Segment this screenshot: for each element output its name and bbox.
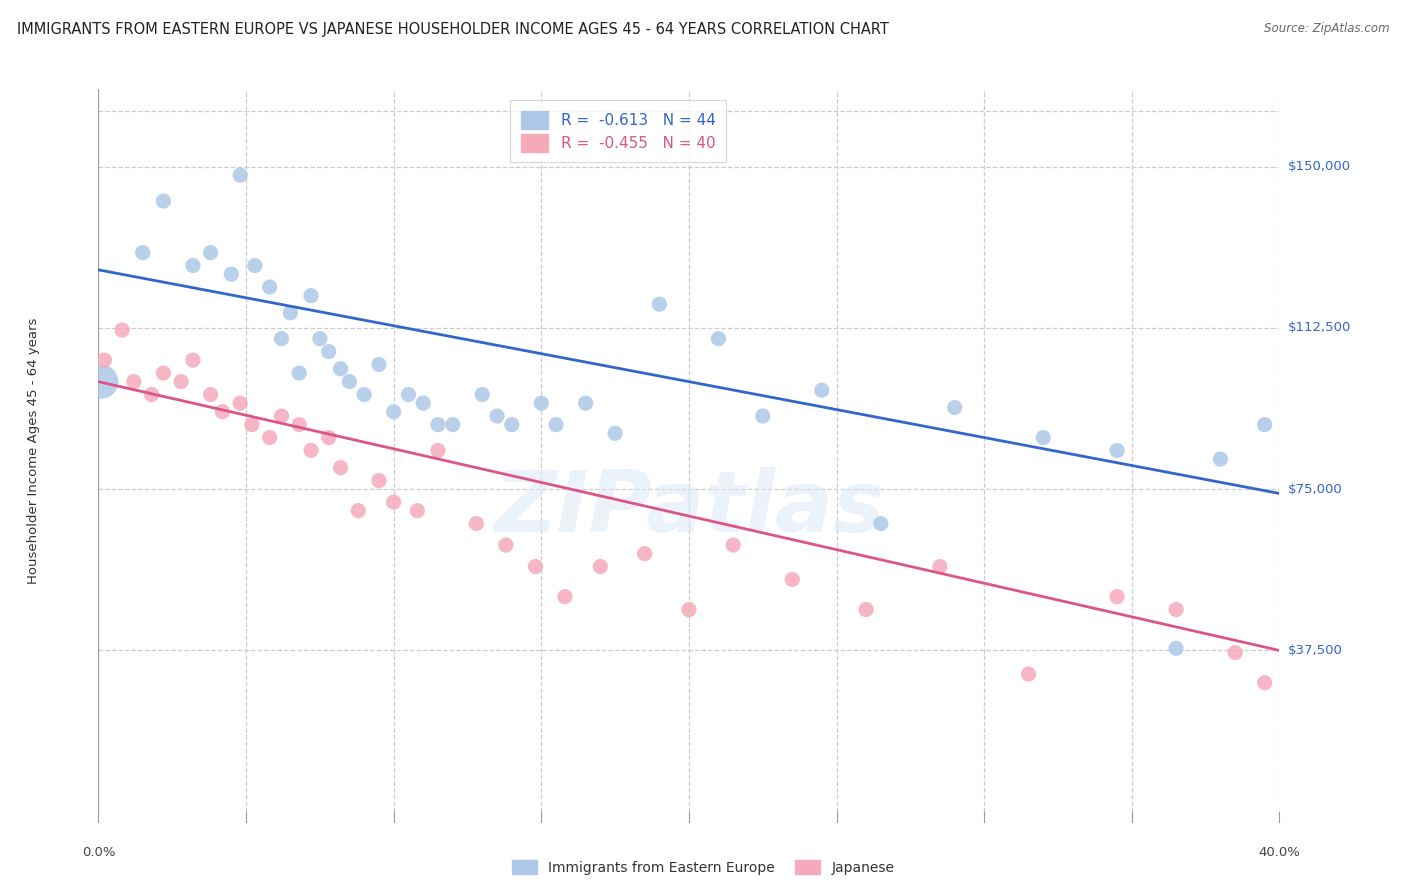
Point <box>170 375 193 389</box>
Point <box>678 602 700 616</box>
Point <box>288 366 311 380</box>
Point <box>382 495 405 509</box>
Point <box>211 405 233 419</box>
Point <box>353 387 375 401</box>
Point <box>427 443 450 458</box>
Point <box>605 426 627 441</box>
Point <box>929 559 952 574</box>
Point <box>465 516 488 531</box>
Point <box>1032 431 1054 445</box>
Point <box>152 194 174 208</box>
Point <box>288 417 311 432</box>
Point <box>870 516 893 531</box>
Point <box>546 417 568 432</box>
Point <box>200 387 222 401</box>
Point <box>141 387 163 401</box>
Point <box>634 547 657 561</box>
Point <box>309 332 332 346</box>
Point <box>329 460 352 475</box>
Point <box>122 375 145 389</box>
Point <box>752 409 775 423</box>
Point <box>441 417 464 432</box>
Point <box>1107 443 1129 458</box>
Point <box>200 245 222 260</box>
Point <box>501 417 523 432</box>
Point <box>707 332 730 346</box>
Point <box>90 375 112 389</box>
Point <box>1166 641 1188 656</box>
Text: Householder Income Ages 45 - 64 years: Householder Income Ages 45 - 64 years <box>27 318 39 583</box>
Point <box>412 396 434 410</box>
Point <box>270 409 292 423</box>
Point <box>810 384 832 398</box>
Point <box>259 431 281 445</box>
Text: 40.0%: 40.0% <box>1258 847 1301 859</box>
Point <box>1254 675 1277 690</box>
Point <box>1225 646 1247 660</box>
Point <box>181 353 204 368</box>
Legend: Immigrants from Eastern Europe, Japanese: Immigrants from Eastern Europe, Japanese <box>506 855 900 880</box>
Point <box>589 559 612 574</box>
Point <box>339 375 361 389</box>
Point <box>221 267 243 281</box>
Point <box>495 538 517 552</box>
Point <box>368 474 391 488</box>
Point <box>406 503 429 517</box>
Point <box>243 259 266 273</box>
Text: Source: ZipAtlas.com: Source: ZipAtlas.com <box>1264 22 1389 36</box>
Point <box>1107 590 1129 604</box>
Point <box>299 443 322 458</box>
Point <box>723 538 745 552</box>
Point <box>1254 417 1277 432</box>
Point <box>1166 602 1188 616</box>
Point <box>93 353 115 368</box>
Point <box>782 573 804 587</box>
Text: ZIPatlas: ZIPatlas <box>494 467 884 549</box>
Point <box>1018 667 1040 681</box>
Point <box>1298 460 1320 475</box>
Point <box>229 396 252 410</box>
Point <box>1298 559 1320 574</box>
Point <box>382 405 405 419</box>
Point <box>943 401 966 415</box>
Text: $75,000: $75,000 <box>1288 483 1343 496</box>
Point <box>229 168 252 182</box>
Point <box>530 396 553 410</box>
Point <box>181 259 204 273</box>
Text: $112,500: $112,500 <box>1288 321 1351 334</box>
Legend: R =  -0.613   N = 44, R =  -0.455   N = 40: R = -0.613 N = 44, R = -0.455 N = 40 <box>510 101 725 162</box>
Text: IMMIGRANTS FROM EASTERN EUROPE VS JAPANESE HOUSEHOLDER INCOME AGES 45 - 64 YEARS: IMMIGRANTS FROM EASTERN EUROPE VS JAPANE… <box>17 22 889 37</box>
Point <box>524 559 547 574</box>
Point <box>575 396 598 410</box>
Point <box>855 602 877 616</box>
Point <box>1284 452 1306 467</box>
Point <box>259 280 281 294</box>
Point <box>1284 667 1306 681</box>
Point <box>318 431 340 445</box>
Text: $150,000: $150,000 <box>1288 160 1351 173</box>
Point <box>427 417 450 432</box>
Point <box>1209 452 1232 467</box>
Point <box>554 590 576 604</box>
Point <box>648 297 671 311</box>
Point <box>132 245 155 260</box>
Point <box>152 366 174 380</box>
Point <box>329 361 352 376</box>
Point <box>471 387 494 401</box>
Point <box>299 288 322 302</box>
Point <box>398 387 420 401</box>
Point <box>368 358 391 372</box>
Text: 0.0%: 0.0% <box>82 847 115 859</box>
Point <box>318 344 340 359</box>
Point <box>240 417 263 432</box>
Point <box>280 306 302 320</box>
Point <box>111 323 134 337</box>
Point <box>270 332 292 346</box>
Point <box>486 409 509 423</box>
Text: $37,500: $37,500 <box>1288 644 1343 657</box>
Point <box>347 503 370 517</box>
